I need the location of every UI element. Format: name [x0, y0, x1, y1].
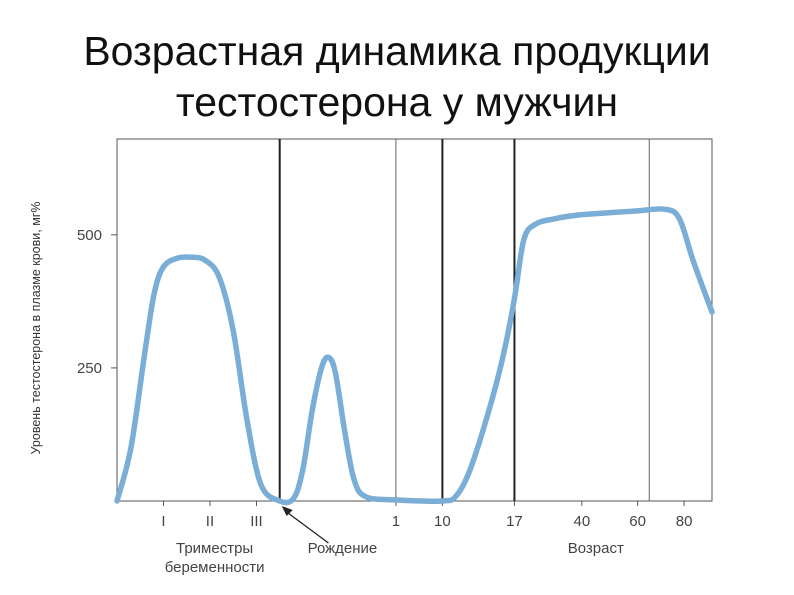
plot-frame	[116, 138, 713, 502]
x-tick-label-0: I	[161, 513, 165, 530]
birth-arrow-head	[281, 506, 293, 516]
x-tick-label-3: 1	[392, 513, 400, 530]
title-line-2: тестостерона у мужчин	[175, 79, 619, 125]
y-tick-label-1: 500	[77, 227, 102, 244]
x-tick-label-7: 60	[629, 513, 646, 530]
title-line-1: Возрастная динамика продукции	[83, 28, 711, 74]
y-tick-label-0: 250	[77, 360, 102, 377]
x-group-label-0-0: Триместры	[176, 540, 253, 557]
x-group-label-1-0: Рождение	[308, 540, 378, 557]
x-tick-label-5: 17	[506, 513, 523, 530]
x-tick-label-4: 10	[434, 513, 451, 530]
page-title: Возрастная динамика продукции тестостеро…	[0, 26, 794, 128]
x-tick-label-2: III	[250, 513, 263, 530]
x-tick-label-1: II	[206, 513, 214, 530]
x-group-label-0-1: беременности	[165, 559, 265, 576]
y-axis-label: Уровень тестостерона в плазме крови, мг%	[29, 202, 43, 455]
x-tick-label-8: 80	[676, 513, 693, 530]
birth-arrow-line	[286, 511, 329, 544]
testosterone-curve	[114, 206, 715, 506]
x-group-label-2-0: Возраст	[568, 540, 624, 557]
x-tick-label-6: 40	[574, 513, 591, 530]
